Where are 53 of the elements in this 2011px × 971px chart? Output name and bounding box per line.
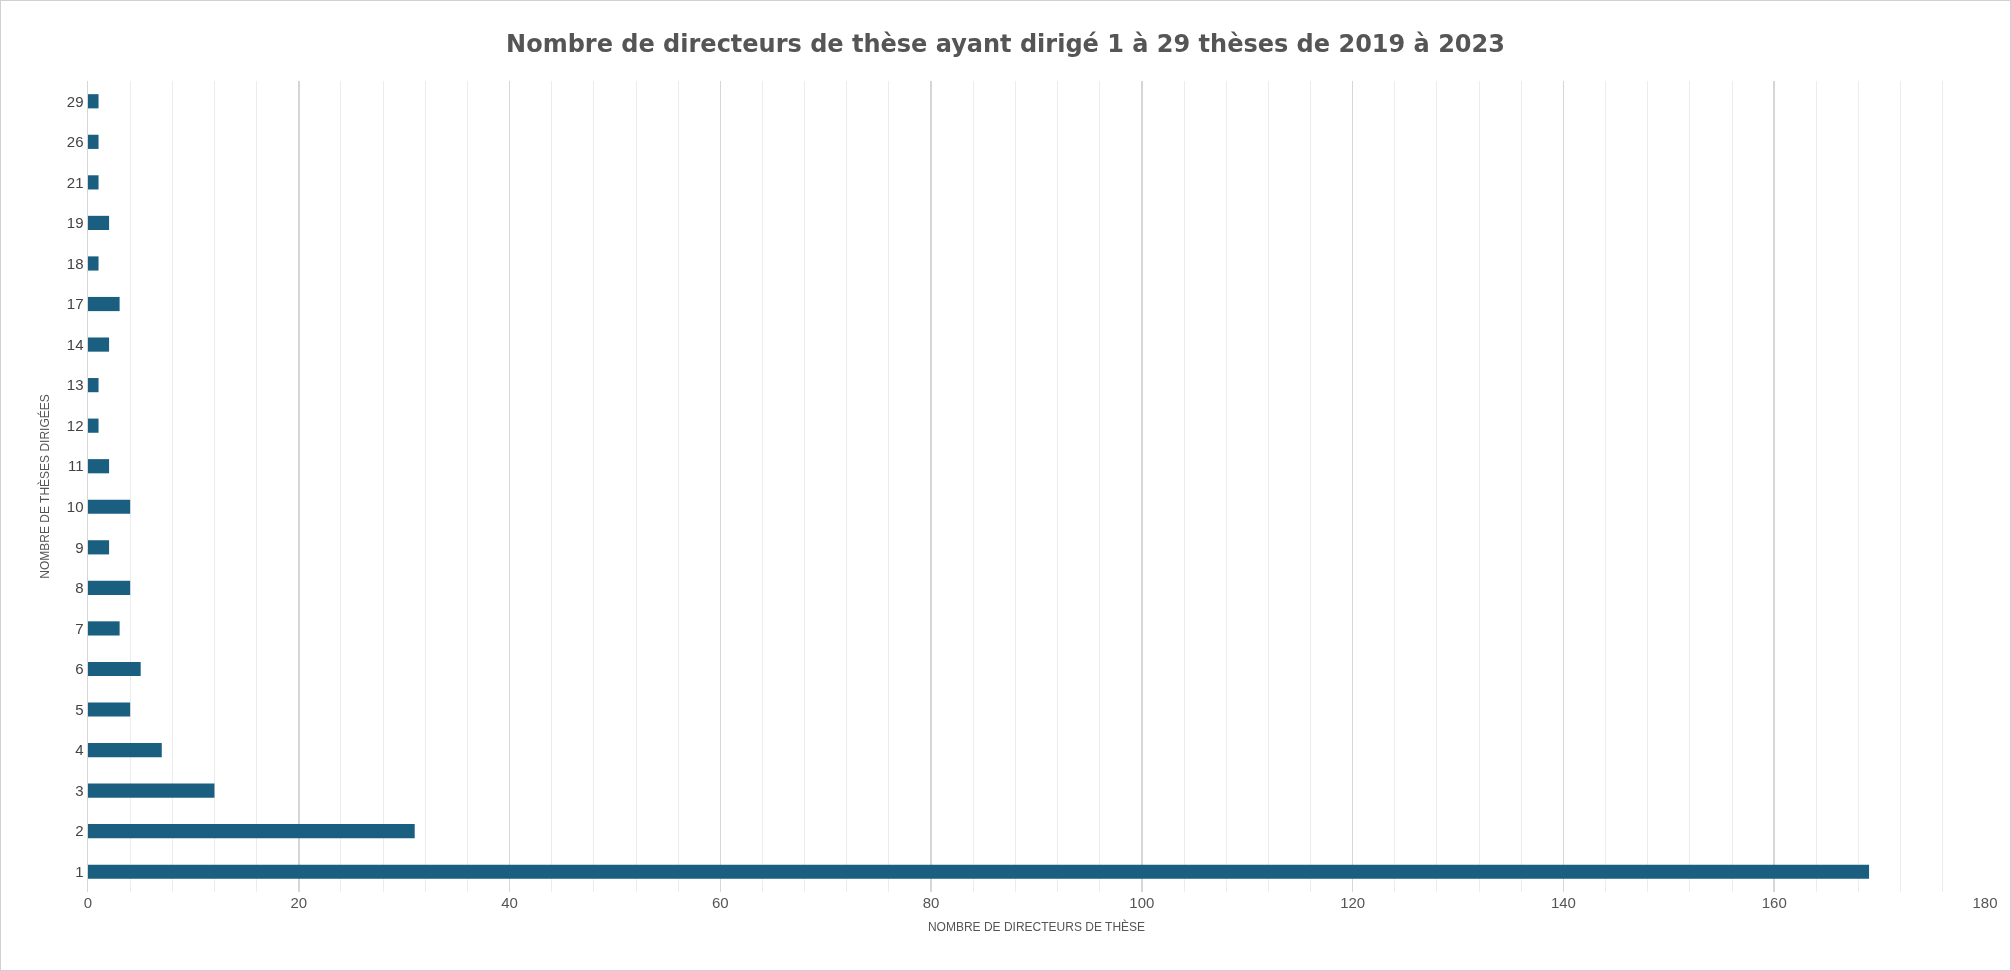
bar <box>88 621 120 636</box>
x-tick-label: 20 <box>290 894 308 911</box>
y-tick-label: 12 <box>66 416 84 434</box>
bar <box>88 256 99 271</box>
y-tick-label: 4 <box>75 741 84 759</box>
x-tick-label: 100 <box>1129 894 1155 911</box>
y-tick-label: 2 <box>75 822 84 840</box>
bar <box>88 824 415 839</box>
bar <box>88 783 215 798</box>
bar <box>88 378 99 393</box>
y-tick-label: 6 <box>75 660 84 678</box>
y-tick-label: 5 <box>75 700 84 718</box>
bar <box>88 661 141 677</box>
y-tick-label: 13 <box>66 376 84 394</box>
y-tick-label: 17 <box>66 295 84 313</box>
y-tick-label: 9 <box>75 538 84 556</box>
x-tick-label: 60 <box>711 894 729 911</box>
x-tick-label: 160 <box>1761 894 1787 911</box>
x-tick-label: 140 <box>1550 894 1576 911</box>
bar <box>88 337 110 352</box>
x-tick-label: 180 <box>1972 894 1998 911</box>
bar <box>88 134 99 149</box>
y-tick-label: 8 <box>75 579 84 597</box>
y-tick-label: 11 <box>67 457 84 475</box>
bar <box>88 418 99 433</box>
y-tick-label: 14 <box>66 335 84 353</box>
y-tick-label: 29 <box>66 92 84 110</box>
y-tick-label: 7 <box>75 619 84 637</box>
bar <box>88 742 162 758</box>
bar <box>88 459 110 474</box>
y-tick-label: 18 <box>66 254 84 272</box>
x-tick-label: 80 <box>922 894 940 911</box>
y-axis-title: NOMBRE DE THÈSES DIRIGÉES <box>37 394 53 579</box>
y-tick-label: 3 <box>75 781 84 799</box>
x-tick-label: 0 <box>83 894 93 911</box>
y-tick-label: 26 <box>66 133 84 151</box>
y-tick-label: 10 <box>66 498 84 516</box>
bar <box>88 215 110 231</box>
y-tick-label: 21 <box>66 173 84 191</box>
x-tick-label: 120 <box>1340 894 1366 911</box>
bar <box>88 580 131 595</box>
bar <box>88 540 110 555</box>
bar <box>88 702 131 717</box>
y-tick-label: 19 <box>66 214 84 232</box>
chart-title: Nombre de directeurs de thèse ayant dirigé 1 à 29 thèses de 2019 à 2023 <box>506 29 1505 58</box>
bar <box>88 499 131 514</box>
x-axis-title: NOMBRE DE DIRECTEURS DE THÈSE <box>927 918 1146 934</box>
bar <box>88 296 120 312</box>
y-tick-label: 1 <box>75 862 84 880</box>
x-tick-label: 40 <box>501 894 518 911</box>
bar <box>88 864 1870 879</box>
bar <box>88 175 99 190</box>
bar <box>88 94 99 109</box>
